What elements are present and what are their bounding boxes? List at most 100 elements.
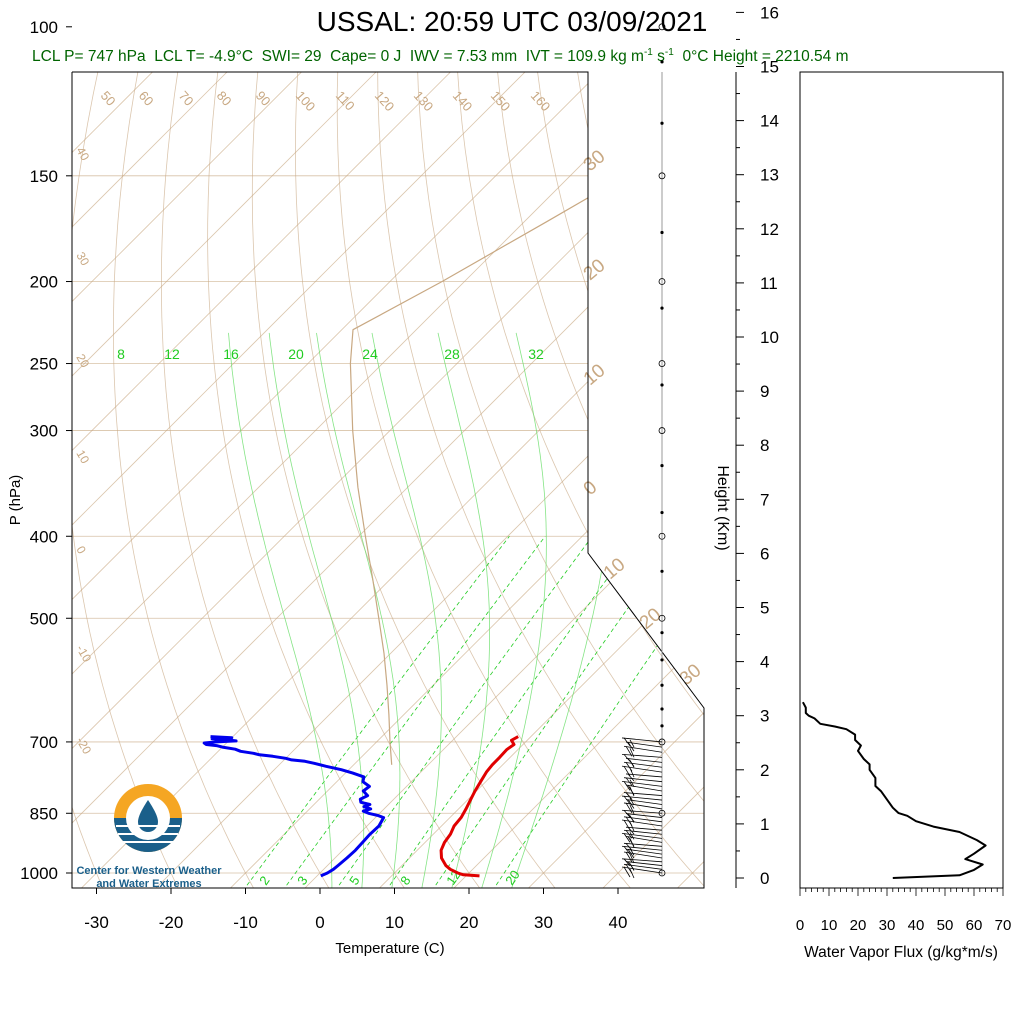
isotherm-line — [152, 72, 704, 888]
wind-barb — [623, 792, 663, 800]
mixing-ratio-label-top: 28 — [444, 346, 460, 362]
mixing-ratio-label-top: 16 — [223, 346, 239, 362]
iwv-text: IWV = 7.53 mm — [409, 48, 518, 66]
height-tick-label: 9 — [760, 382, 769, 401]
moist-adiabat-line — [371, 332, 442, 888]
isotherm-line — [72, 72, 273, 888]
wind-level-dot — [660, 707, 664, 711]
zero-height-text: 0°C Height = 2210.54 m — [682, 48, 849, 66]
dry-adiabat-label: 110 — [333, 88, 358, 113]
mixing-ratio-label-top: 24 — [362, 346, 378, 362]
wind-barb — [625, 784, 663, 797]
wind-level-circle — [658, 172, 666, 180]
dry-adiabat-line — [251, 72, 483, 888]
flux-axis-label: Water Vapor Flux (g/kg*m/s) — [804, 944, 998, 961]
wind-level-circle — [658, 360, 666, 367]
wind-level-dot — [660, 683, 664, 687]
pressure-tick-label: 700 — [30, 733, 58, 752]
isotherm-line — [72, 72, 347, 888]
mixing-ratio-line — [491, 536, 704, 888]
dry-adiabat-label: 140 — [450, 88, 476, 114]
flux-tick-label: 0 — [796, 917, 804, 934]
isotherm-line — [525, 72, 704, 888]
wind-barb — [623, 802, 663, 815]
logo-drop-icon — [138, 800, 158, 832]
isotherm-line — [301, 72, 704, 888]
isotherm-line — [72, 72, 496, 888]
flux-panel-frame — [799, 71, 1004, 889]
height-tick-label: 1 — [760, 815, 769, 834]
isotherm-line — [376, 72, 704, 888]
dry-adiabat-line — [336, 72, 634, 888]
isotherm-line — [72, 72, 704, 888]
wind-level-dot — [660, 724, 664, 728]
temperature-profile-line — [439, 735, 519, 878]
dry-adiabat-line — [570, 72, 704, 888]
cw3e-logo — [114, 784, 182, 852]
wind-level-dot — [660, 230, 664, 235]
wind-barb — [621, 845, 663, 856]
wind-barb — [621, 858, 663, 867]
parcel-path-line — [349, 72, 704, 765]
moist-adiabat-line — [437, 332, 491, 888]
isotherm-label-right: 0 — [580, 477, 602, 500]
height-tick-label: 8 — [760, 436, 769, 455]
isotherm-label-right: 30 — [676, 660, 706, 690]
wind-level-circle — [658, 614, 666, 622]
height-tick-label: 16 — [760, 3, 779, 22]
height-tick-label: 11 — [760, 274, 778, 293]
wind-barb — [625, 799, 663, 809]
isotherm-label-right: 20 — [636, 604, 666, 634]
temperature-tick-label: -30 — [84, 913, 109, 932]
dry-adiabat-label: 150 — [488, 88, 514, 114]
pressure-tick-label: 100 — [30, 18, 58, 37]
isotherm-line — [72, 72, 645, 888]
mixing-ratio-line — [282, 536, 546, 888]
wind-level-circle — [658, 532, 666, 540]
mixing-ratio-label-bottom: 5 — [346, 873, 362, 888]
dry-adiabat-line — [493, 72, 704, 888]
temperature-tick-label: 20 — [460, 913, 479, 932]
wind-barb — [623, 842, 663, 851]
isotherm-line — [599, 72, 704, 888]
dry-adiabat-label: 130 — [411, 88, 437, 114]
wind-barb — [621, 737, 663, 748]
pressure-tick-label: 200 — [30, 273, 58, 292]
isotherm-label-left: -10 — [73, 643, 94, 665]
wind-level-circle — [658, 278, 666, 285]
isotherm-line — [72, 72, 704, 888]
moist-adiabat-line — [480, 332, 547, 888]
dry-adiabat-label: 80 — [214, 88, 235, 109]
logo-text-line1: Center for Western Weather — [76, 865, 222, 877]
wind-barb — [623, 761, 663, 772]
height-tick-label: 14 — [760, 112, 779, 131]
isotherm-line — [72, 72, 198, 888]
wind-level-dot — [660, 463, 664, 468]
flux-tick-label: 40 — [908, 917, 925, 934]
dry-adiabat-line — [880, 27, 1024, 891]
wind-barb — [623, 745, 663, 758]
mixing-ratio-label-bottom: 8 — [397, 873, 413, 888]
flux-tick-label: 50 — [937, 917, 954, 934]
mixing-ratio-label-top: 32 — [528, 346, 544, 362]
temperature-tick-label: 10 — [385, 913, 404, 932]
height-tick-label: 10 — [760, 328, 779, 347]
wind-level-dot — [660, 306, 664, 310]
wind-level-dot — [660, 60, 664, 64]
mixing-ratio-line — [385, 536, 639, 888]
dry-adiabat-line — [0, 27, 31, 891]
dry-adiabat-line — [416, 72, 704, 888]
flux-tick-label: 60 — [966, 917, 983, 934]
isotherm-label-left: 20 — [73, 352, 92, 371]
isotherm-label-right: 10 — [600, 554, 630, 584]
flux-tick-label: 70 — [995, 917, 1012, 934]
dry-adiabat-line — [455, 72, 704, 888]
lcl-pressure-text: LCL P= 747 hPa — [32, 48, 146, 66]
wind-barb — [623, 816, 663, 827]
isotherm-line — [674, 72, 704, 888]
chart-subtitle: LCL P= 747 hPa LCL T= -4.9°C SWI= 29 Cap… — [32, 47, 1022, 66]
isotherm-label-left: 30 — [73, 250, 92, 269]
dry-adiabat-line — [726, 27, 1024, 891]
dry-adiabat-line — [764, 27, 1024, 891]
